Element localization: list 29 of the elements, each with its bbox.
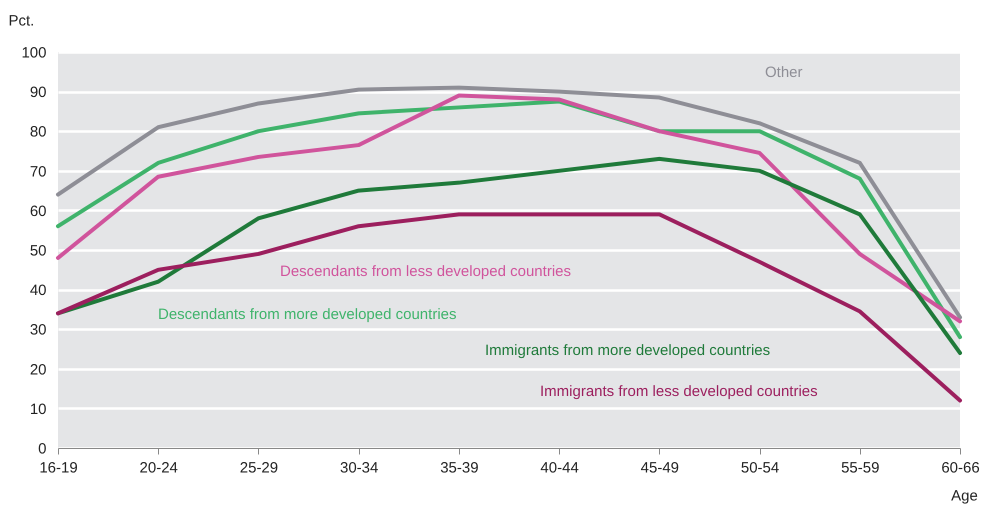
y-tick-label: 90	[30, 84, 46, 102]
x-tick-label: 16-19	[39, 460, 78, 476]
text: Descendants from more developed countries	[158, 306, 456, 323]
text: Other	[765, 64, 803, 81]
y-tick-label: 80	[30, 124, 46, 141]
y-axis-title: Pct.	[8, 12, 34, 30]
text: Descendants from less developed countries	[280, 263, 571, 280]
x-tick-label: 45-49	[640, 460, 680, 476]
y-tick-label: 0	[38, 440, 46, 458]
y-tick-label: 50	[30, 242, 46, 260]
x-tick-label: 55-59	[841, 460, 880, 476]
text: Immigrants from more developed countries	[485, 342, 770, 359]
line-series	[56, 212, 962, 402]
x-tick-label: 35-39	[440, 460, 479, 476]
y-tick-label: 100	[21, 44, 46, 62]
x-tick-label: 25-29	[240, 460, 278, 476]
x-tick-label: 30-34	[340, 460, 378, 476]
x-tick-label: 40-44	[540, 460, 579, 476]
y-tick-label: 20	[30, 361, 46, 378]
x-axis-title: Age	[951, 488, 978, 504]
y-tick-label: 70	[30, 163, 46, 180]
text: Immigrants from less developed countries	[540, 383, 818, 400]
x-tick-label: 60-66	[941, 460, 980, 476]
x-tick-label: 50-54	[740, 460, 780, 476]
y-tick-label: 30	[30, 322, 46, 339]
y-tick-label: 60	[30, 202, 46, 220]
y-tick-label: 10	[30, 400, 46, 418]
y-tick-label: 40	[30, 282, 46, 300]
x-tick-label: 20-24	[140, 460, 178, 476]
